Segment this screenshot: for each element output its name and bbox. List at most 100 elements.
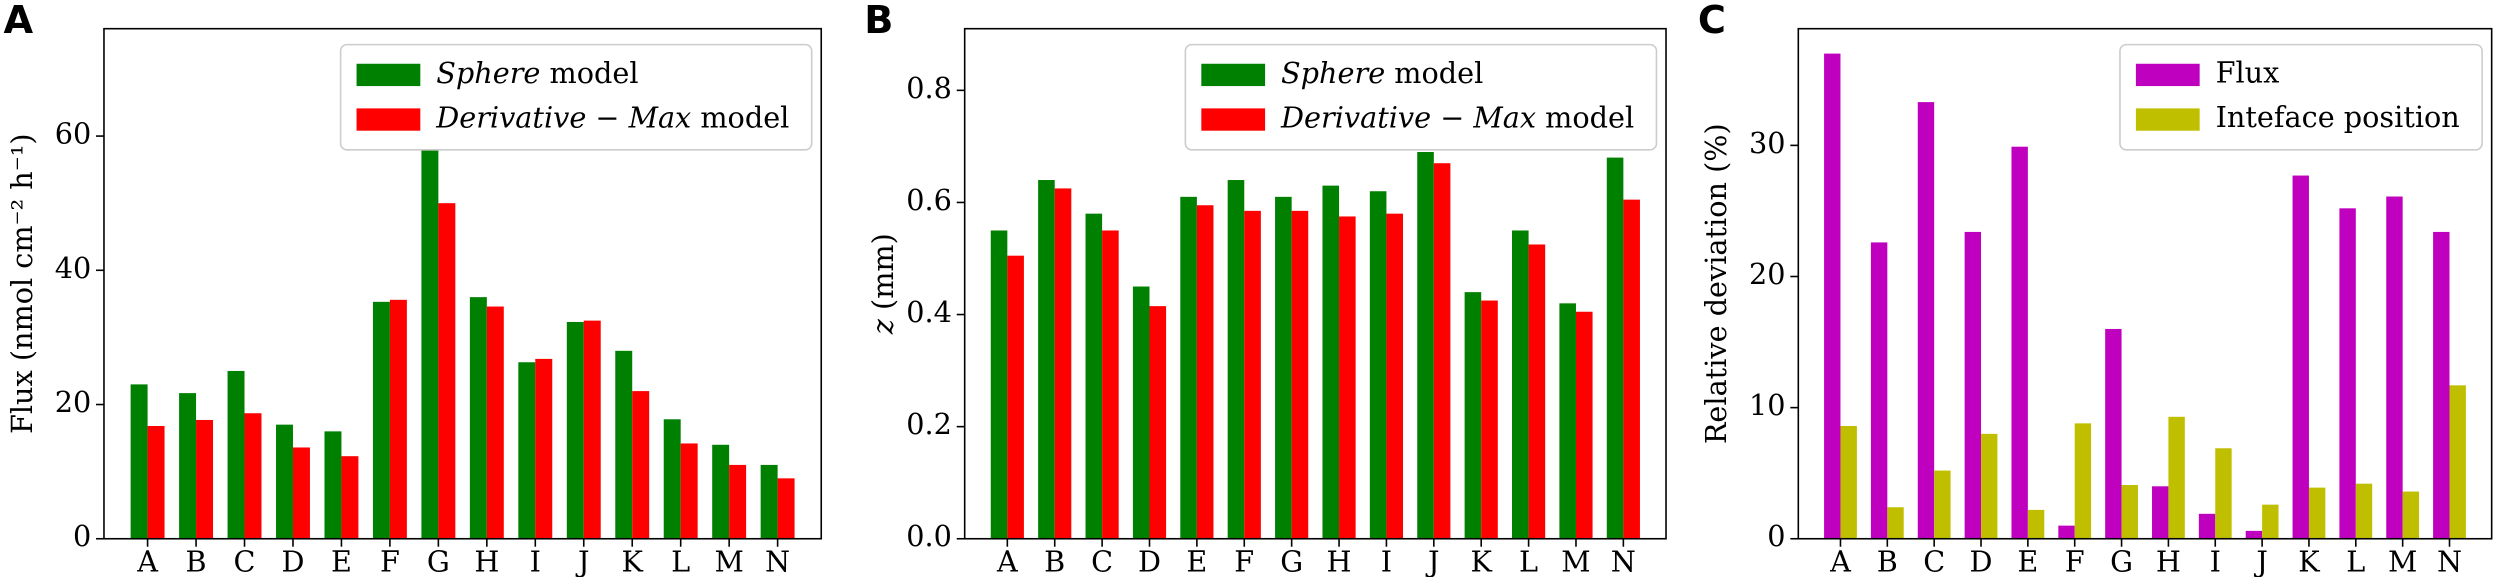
bar (1227, 180, 1245, 539)
bar (990, 230, 1008, 539)
x-tick-label: E (331, 545, 352, 577)
x-tick-label: N (1611, 545, 1636, 577)
bar (1824, 53, 1841, 539)
x-tick-label: K (1470, 545, 1492, 577)
y-tick-label: 20 (1749, 257, 1786, 291)
bar (663, 419, 681, 539)
bar (2386, 196, 2403, 539)
bar (1623, 199, 1640, 539)
bar (615, 350, 633, 539)
bar (1132, 286, 1150, 539)
bar (1964, 231, 1982, 539)
panel-label: C (1698, 0, 1726, 43)
x-tick-label: M (714, 545, 743, 577)
bar (2027, 509, 2045, 539)
bar (2058, 525, 2075, 539)
bar (1481, 300, 1498, 539)
bar (777, 478, 795, 539)
y-tick-label: 10 (1749, 388, 1786, 422)
bar (372, 301, 390, 539)
y-tick-label: 0 (73, 519, 91, 553)
legend: Sphere model Derivative − Max model (339, 43, 813, 151)
bar (1149, 306, 1167, 539)
bar (2262, 504, 2279, 539)
legend-box (2119, 43, 2483, 151)
bar (421, 149, 439, 539)
bar (1417, 152, 1434, 539)
bar (1981, 433, 1998, 539)
axes-frame (963, 27, 1667, 540)
bar (292, 447, 310, 539)
x-tick-label: N (765, 545, 790, 577)
bar (1291, 210, 1309, 539)
bar (583, 320, 601, 539)
x-tick-label: J (1425, 545, 1440, 577)
legend-box (339, 43, 813, 151)
bar (566, 321, 584, 539)
bar (518, 362, 536, 539)
legend-label: Derivative − Max model (1280, 100, 1634, 134)
y-tick-label: 40 (55, 251, 92, 285)
bar (1386, 213, 1404, 539)
legend-swatch (356, 108, 421, 131)
axes-frame (103, 27, 823, 540)
x-tick-label: K (622, 545, 644, 577)
x-tick-label: F (380, 545, 400, 577)
x-tick-label: G (2110, 545, 2133, 577)
legend-label: Inteface position (2216, 100, 2460, 134)
legend-swatch (1201, 108, 1266, 131)
bar (1464, 292, 1482, 539)
bar (1575, 311, 1593, 539)
x-tick-label: D (281, 545, 304, 577)
legend-swatch (1201, 63, 1266, 87)
bar (2402, 491, 2420, 539)
x-tick-label: N (2437, 545, 2462, 577)
x-tick-label: I (530, 545, 541, 577)
y-tick-label: 60 (55, 117, 92, 151)
bar (196, 419, 214, 539)
legend-label: Sphere model (436, 55, 638, 89)
bar (2121, 484, 2138, 539)
y-tick-label: 0.4 (906, 295, 952, 329)
bar (1054, 188, 1072, 539)
bar (1196, 205, 1214, 539)
bar (2433, 231, 2450, 539)
bar (1870, 242, 1888, 539)
x-tick-label: L (2346, 545, 2365, 577)
bar (324, 431, 342, 539)
bar (1007, 255, 1024, 539)
legend-label: Flux (2216, 55, 2280, 89)
legend-box (1184, 43, 1658, 151)
bar (1102, 230, 1119, 539)
y-axis-label: Flux (nmol cm⁻² h⁻¹) (5, 133, 39, 434)
x-tick-label: M (2388, 545, 2417, 577)
bar (1339, 216, 1356, 539)
bar (535, 358, 553, 539)
bar (244, 413, 262, 539)
x-tick-label: C (1091, 545, 1113, 577)
y-tick-label: 20 (55, 385, 92, 419)
bar (760, 464, 778, 539)
bar (680, 443, 698, 539)
y-tick-label: 0.6 (906, 183, 952, 217)
bar (2198, 513, 2216, 539)
legend-swatch (2135, 108, 2200, 131)
bar (276, 424, 293, 539)
bar (1275, 196, 1292, 539)
bar (1934, 470, 1951, 539)
bar (341, 456, 359, 539)
x-tick-label: J (575, 545, 590, 577)
bar (2105, 328, 2122, 539)
bar (147, 425, 165, 539)
x-tick-label: J (2253, 545, 2268, 577)
x-tick-label: H (2156, 545, 2181, 577)
x-tick-label: E (2017, 545, 2038, 577)
bar (1038, 180, 1055, 539)
x-tick-label: K (2298, 545, 2320, 577)
bar (1085, 213, 1103, 539)
legend-label: Sphere model (1281, 55, 1483, 89)
bar (2168, 416, 2185, 539)
bar (1840, 425, 1857, 539)
bar (2245, 530, 2263, 539)
